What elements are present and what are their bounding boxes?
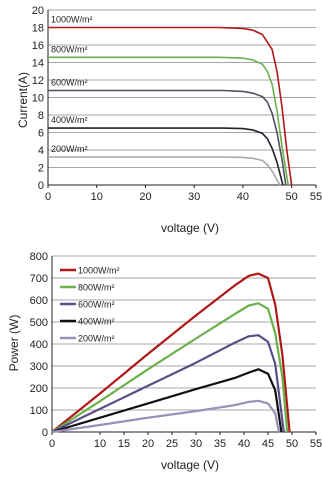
y-tick-label: 14 [32,58,44,70]
y-tick-label: 10 [32,93,44,105]
y-tick-label: 4 [38,145,44,157]
series-line-5 [48,156,281,186]
y-tick-label: 100 [30,405,48,417]
series-line-4 [51,368,283,434]
y-tick-label: 0 [38,180,44,192]
legend-label: 200W/m² [51,144,88,154]
legend-label: 800W/m² [51,44,88,54]
iv-curve-chart: 0 2 4 6 8 10 12 14 16 18 20 0 10 20 30 40 50 55 1000W/m² 8… [16,5,322,235]
y-tick-label: 700 [30,273,48,285]
x-tick-label: 25 [166,438,178,450]
legend-label: 400W/m² [51,115,88,125]
chart1-xlabel: voltage (V) [161,221,219,235]
y-tick-label: 0 [42,427,48,439]
legend-label: 1000W/m² [51,15,93,25]
series-line-3 [51,334,285,433]
x-tick-label: 50 [286,438,298,450]
y-tick-label: 12 [32,75,44,87]
legend-label: 800W/m² [78,283,115,293]
x-tick-label: 50 [286,191,298,203]
y-tick-label: 20 [32,5,44,17]
series-line-3 [48,89,287,186]
y-tick-label: 600 [30,295,48,307]
series-line-1 [48,26,293,186]
x-tick-label: 45 [262,438,274,450]
legend-label: 600W/m² [78,300,115,310]
x-tick-label: 0 [45,191,51,203]
x-tick-label: 15 [118,438,130,450]
x-tick-label: 20 [139,191,151,203]
y-tick-label: 800 [30,251,48,263]
series-line-2 [51,302,289,433]
y-tick-label: 6 [38,128,44,140]
x-tick-label: 0 [49,438,55,450]
legend-label: 400W/m² [78,317,115,327]
x-tick-label: 55 [310,438,322,450]
x-tick-label: 55 [310,191,322,203]
series-line-5 [51,399,281,434]
legend-label: 200W/m² [78,334,115,344]
chart2-xlabel: voltage (V) [161,458,219,472]
x-tick-label: 20 [142,438,154,450]
x-tick-label: 35 [214,438,226,450]
series-line-4 [48,127,284,186]
legend-label: 1000W/m² [78,266,120,276]
chart1-ylabel: Current(A) [16,72,30,128]
series-line-1 [51,272,291,433]
y-tick-label: 300 [30,361,48,373]
legend-label: 600W/m² [51,78,88,88]
x-tick-label: 30 [190,438,202,450]
y-tick-label: 200 [30,383,48,395]
y-tick-label: 8 [38,110,44,122]
x-tick-label: 30 [188,191,200,203]
x-tick-label: 10 [91,191,103,203]
pv-curve-chart: 0 100 200 300 400 500 600 700 800 0 10 15 20 25 30 35 40… [7,251,322,472]
x-tick-label: 40 [237,191,249,203]
y-tick-label: 500 [30,317,48,329]
y-tick-label: 18 [32,23,44,35]
x-tick-label: 40 [238,438,250,450]
y-tick-label: 16 [32,40,44,52]
y-tick-label: 400 [30,339,48,351]
y-tick-label: 2 [38,163,44,175]
chart2-ylabel: Power (W) [7,315,21,372]
series-line-2 [48,56,289,186]
x-tick-label: 10 [94,438,106,450]
